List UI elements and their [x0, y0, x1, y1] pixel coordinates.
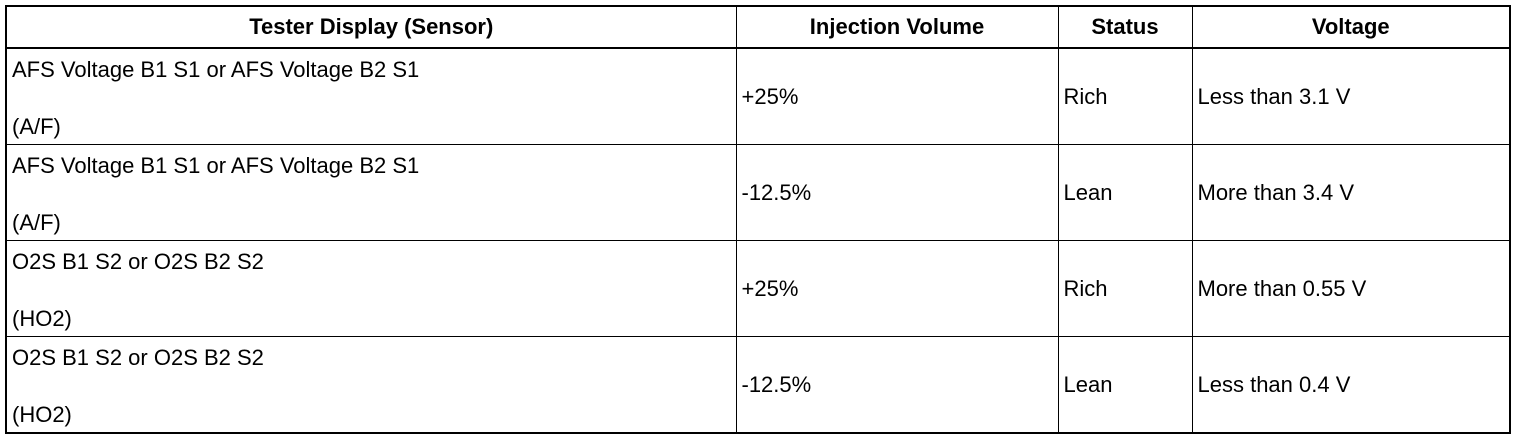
injection-volume-cell: +25%: [735, 240, 1059, 337]
sensor-name: O2S B1 S2 or O2S B2 S2: [12, 249, 264, 274]
table-row: O2S B1 S2 or O2S B2 S2 (HO2) -12.5% Lean…: [5, 336, 1511, 434]
sensor-cell: AFS Voltage B1 S1 or AFS Voltage B2 S1 (…: [5, 144, 737, 241]
voltage-cell: Less than 3.1 V: [1191, 47, 1511, 145]
table-row: AFS Voltage B1 S1 or AFS Voltage B2 S1 (…: [5, 144, 1511, 241]
sensor-type: (HO2): [12, 402, 72, 427]
status-cell: Rich: [1057, 47, 1193, 145]
status-cell: Lean: [1057, 144, 1193, 241]
sensor-name: AFS Voltage B1 S1 or AFS Voltage B2 S1: [12, 57, 420, 82]
injection-volume-cell: -12.5%: [735, 336, 1059, 434]
sensor-name: O2S B1 S2 or O2S B2 S2: [12, 345, 264, 370]
header-tester-display: Tester Display (Sensor): [5, 5, 737, 49]
sensor-type: (HO2): [12, 306, 72, 331]
header-status: Status: [1057, 5, 1193, 49]
voltage-cell: More than 0.55 V: [1191, 240, 1511, 337]
sensor-voltage-table: Tester Display (Sensor) Injection Volume…: [5, 5, 1511, 434]
injection-volume-cell: +25%: [735, 47, 1059, 145]
sensor-type: (A/F): [12, 210, 61, 235]
table-row: O2S B1 S2 or O2S B2 S2 (HO2) +25% Rich M…: [5, 240, 1511, 337]
header-row: Tester Display (Sensor) Injection Volume…: [5, 5, 1511, 49]
status-cell: Lean: [1057, 336, 1193, 434]
header-voltage: Voltage: [1191, 5, 1511, 49]
sensor-cell: AFS Voltage B1 S1 or AFS Voltage B2 S1 (…: [5, 47, 737, 145]
sensor-cell: O2S B1 S2 or O2S B2 S2 (HO2): [5, 336, 737, 434]
table-row: AFS Voltage B1 S1 or AFS Voltage B2 S1 (…: [5, 47, 1511, 145]
sensor-type: (A/F): [12, 114, 61, 139]
injection-volume-cell: -12.5%: [735, 144, 1059, 241]
voltage-cell: More than 3.4 V: [1191, 144, 1511, 241]
sensor-name: AFS Voltage B1 S1 or AFS Voltage B2 S1: [12, 153, 420, 178]
voltage-cell: Less than 0.4 V: [1191, 336, 1511, 434]
sensor-cell: O2S B1 S2 or O2S B2 S2 (HO2): [5, 240, 737, 337]
status-cell: Rich: [1057, 240, 1193, 337]
header-injection-volume: Injection Volume: [735, 5, 1059, 49]
